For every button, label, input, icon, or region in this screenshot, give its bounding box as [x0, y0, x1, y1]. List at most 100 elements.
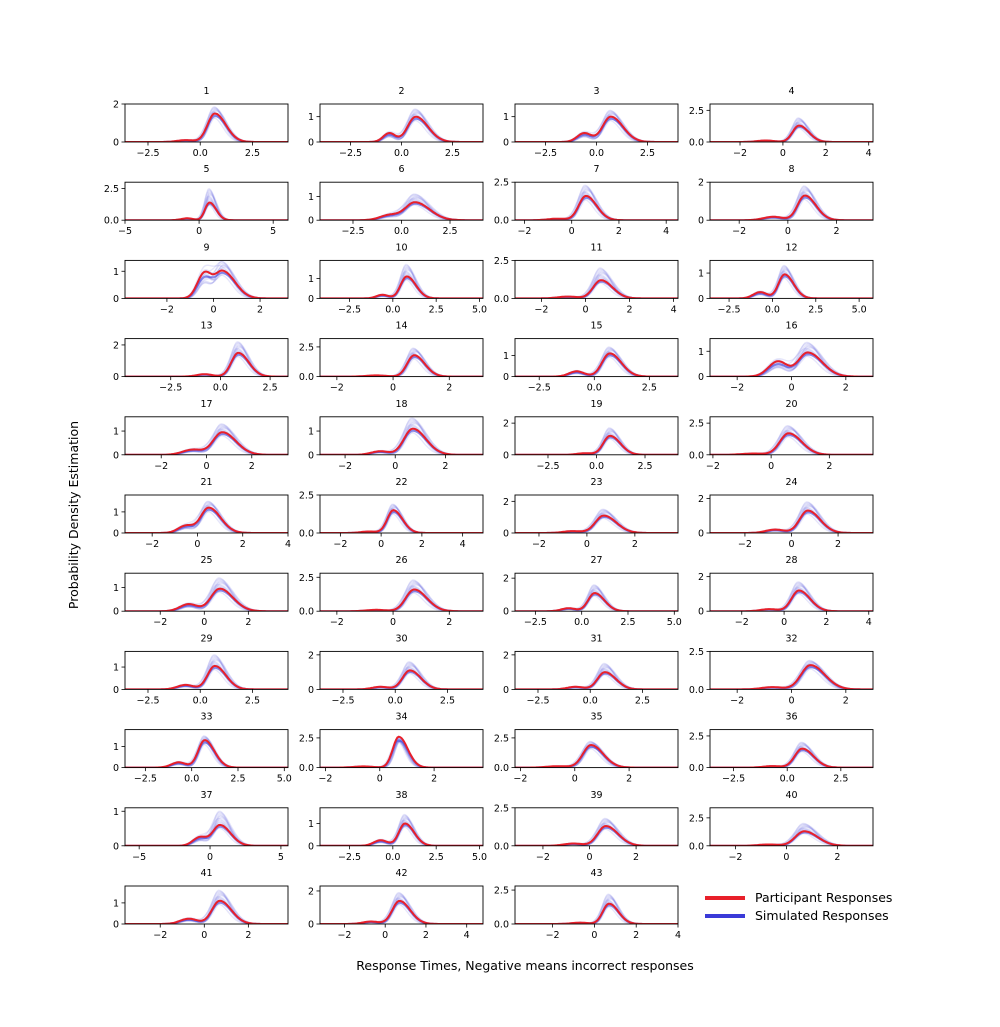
y-tick-label: 1 [113, 898, 119, 909]
series-simulated-trace [710, 745, 873, 768]
x-tick-label: 0.0 [574, 617, 589, 628]
subplot-title: 11 [590, 242, 602, 253]
subplot-frame [514, 572, 679, 612]
x-tick-label: 2 [826, 461, 832, 472]
subplot-frame [124, 338, 289, 378]
y-tick-label: 0 [113, 920, 119, 931]
subplot-25: 25 −2 0 2 0 1 [113, 555, 289, 628]
subplot-32: 32 −2 0 2 0.0 2.5 [689, 633, 874, 706]
series-simulated-trace [515, 825, 678, 846]
y-tick-label: 2.5 [689, 647, 704, 658]
y-tick-label: 0.0 [689, 763, 704, 774]
x-tick-label: 0.0 [184, 774, 199, 785]
series-simulated-trace [515, 269, 678, 299]
series-simulated-trace [125, 510, 288, 533]
series-simulated-trace [320, 195, 483, 221]
series-simulated-trace [710, 351, 873, 377]
series-simulated-trace [125, 434, 288, 455]
series-simulated-trace [125, 348, 288, 377]
series-simulated-trace [125, 814, 288, 846]
subplot-title: 2 [398, 86, 404, 97]
series-simulated-trace [320, 417, 483, 455]
subplot-frame [514, 338, 679, 378]
series-simulated-trace [515, 267, 678, 299]
y-tick-label: 0.0 [689, 685, 704, 696]
series-simulated-trace [320, 428, 483, 455]
legend: Participant Responses Simulated Response… [705, 890, 892, 923]
x-tick-label: 0.0 [193, 148, 208, 159]
series-simulated-trace [125, 191, 288, 221]
series-simulated-trace [515, 119, 678, 142]
series-participant [710, 273, 873, 299]
y-tick-label: 1 [308, 427, 314, 438]
subplot-title: 26 [395, 555, 407, 566]
subplot-frame [124, 650, 289, 690]
series-simulated-trace [515, 823, 678, 846]
series-simulated-trace [710, 435, 873, 455]
subplot-title: 33 [200, 712, 212, 723]
y-tick-label: 2.5 [494, 803, 509, 814]
series-simulated-trace [320, 507, 483, 533]
x-tick-label: 0.0 [385, 852, 400, 863]
subplot-34: 34 −2 0 2 0.0 2.5 [299, 712, 484, 785]
y-tick-label: 0.0 [299, 372, 314, 383]
series-simulated-trace [125, 737, 288, 768]
subplot-title: 36 [785, 712, 797, 723]
series-simulated-trace [710, 749, 873, 768]
subplot-frame [514, 494, 679, 534]
series-simulated-trace [515, 516, 678, 533]
subplot-15: 15 −2.5 0.0 2.5 0 1 [503, 321, 679, 394]
y-tick-label: 0.0 [299, 607, 314, 618]
subplot-frame [709, 572, 874, 612]
subplot-11: 11 −2 0 2 4 0.0 2.5 [494, 242, 679, 315]
series-simulated-trace [125, 353, 288, 377]
x-tick-label: 0 [572, 774, 578, 785]
y-tick-label: 2 [698, 178, 704, 189]
series-simulated-trace [125, 502, 288, 533]
x-tick-label: 0 [207, 852, 213, 863]
subplot-4: 4 −2 0 2 4 0.0 2.5 [689, 86, 874, 159]
subplot-title: 19 [590, 399, 602, 410]
series-simulated-trace [710, 195, 873, 221]
x-tick-label: −2 [728, 852, 742, 863]
series-simulated-trace [125, 196, 288, 221]
series-simulated-mean [125, 271, 288, 299]
y-tick-label: 0 [113, 607, 119, 618]
subplot-24: 24 −2 0 2 0 2 [698, 477, 874, 550]
x-tick-label: 2 [843, 695, 849, 706]
series-simulated-trace [125, 738, 288, 768]
x-tick-label: 0.0 [589, 461, 604, 472]
x-tick-label: −2.5 [526, 695, 549, 706]
series-simulated-trace [320, 892, 483, 924]
x-tick-label: 0 [780, 148, 786, 159]
y-tick-label: 0 [698, 529, 704, 540]
subplot-frame [319, 259, 484, 299]
x-tick-label: 2 [633, 852, 639, 863]
series-simulated-trace [320, 117, 483, 142]
subplot-title: 32 [785, 633, 797, 644]
series-simulated-trace [125, 106, 288, 142]
x-tick-label: 0 [788, 383, 794, 394]
series-simulated-trace [515, 903, 678, 924]
series-simulated-trace [515, 592, 678, 612]
series-simulated-trace [515, 281, 678, 299]
y-tick-label: 0 [698, 607, 704, 618]
x-tick-label: −2.5 [134, 774, 157, 785]
y-tick-label: 0 [113, 450, 119, 461]
series-simulated-trace [320, 894, 483, 924]
series-simulated-trace [515, 894, 678, 924]
x-tick-label: 2.5 [429, 852, 444, 863]
subplot-29: 29 −2.5 0.0 2.5 0 1 [113, 633, 289, 706]
series-participant [320, 354, 483, 377]
y-tick-label: 0.0 [494, 920, 509, 931]
y-tick-label: 0.0 [299, 529, 314, 540]
x-tick-label: 0 [586, 852, 592, 863]
y-tick-label: 0.0 [494, 841, 509, 852]
series-simulated-trace [710, 122, 873, 142]
y-tick-label: 2.5 [689, 106, 704, 117]
subplot-42: 42 −2 0 2 4 0 2 [308, 868, 484, 941]
x-tick-label: −2 [145, 539, 159, 550]
series-simulated-trace [320, 902, 483, 924]
subplot-frame [709, 416, 874, 456]
